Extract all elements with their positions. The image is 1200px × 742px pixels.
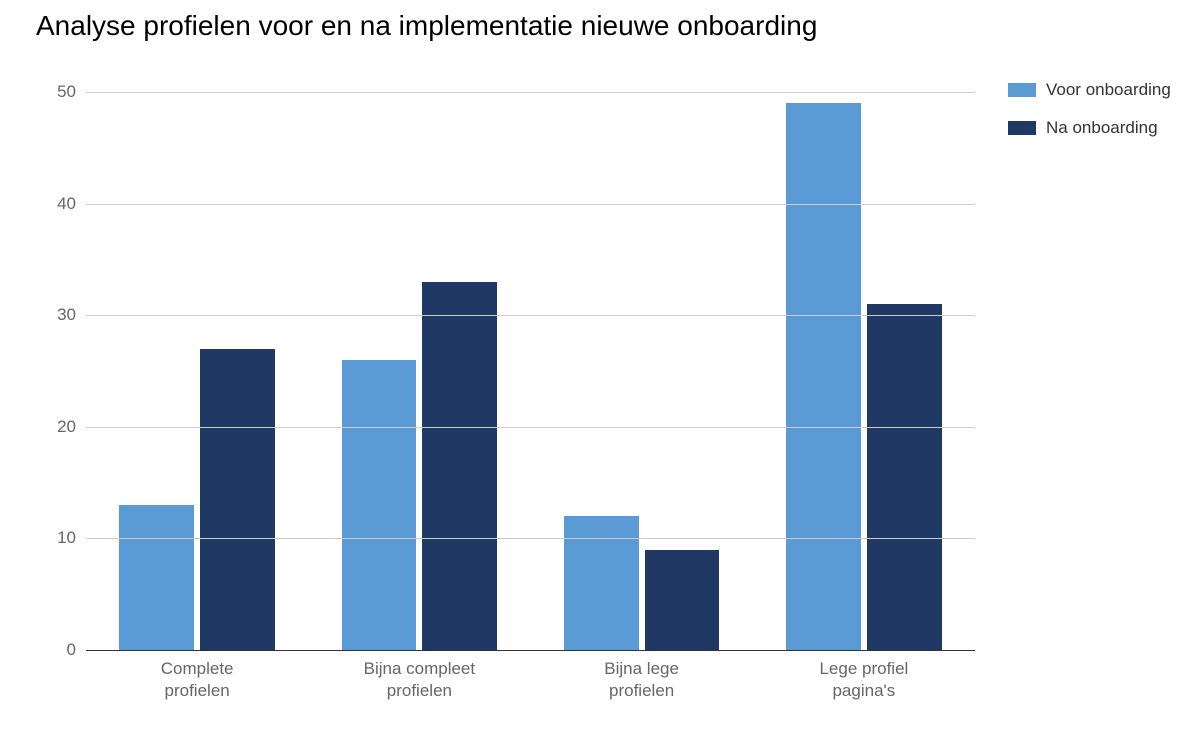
x-tick-label: Bijna legeprofielen <box>531 658 753 702</box>
bar <box>564 516 639 650</box>
legend-label: Voor onboarding <box>1046 80 1171 100</box>
grid-line <box>86 315 975 316</box>
y-tick-label: 40 <box>36 194 76 214</box>
legend: Voor onboarding Na onboarding <box>1008 80 1171 156</box>
grid-line <box>86 427 975 428</box>
bar <box>786 103 861 650</box>
legend-label: Na onboarding <box>1046 118 1158 138</box>
x-tick-label: Completeprofielen <box>86 658 308 702</box>
bar <box>119 505 194 650</box>
bar <box>200 349 275 650</box>
y-tick-label: 30 <box>36 305 76 325</box>
y-tick-label: 10 <box>36 528 76 548</box>
bar <box>342 360 417 650</box>
grid-line <box>86 204 975 205</box>
x-tick-label: Lege profielpagina's <box>753 658 975 702</box>
bar <box>645 550 720 650</box>
x-tick-label: Bijna compleetprofielen <box>308 658 530 702</box>
bars-layer <box>86 70 975 650</box>
y-tick-label: 0 <box>36 640 76 660</box>
chart-title: Analyse profielen voor en na implementat… <box>36 10 817 42</box>
y-tick-label: 50 <box>36 82 76 102</box>
legend-item: Na onboarding <box>1008 118 1171 138</box>
legend-swatch <box>1008 121 1036 135</box>
chart-container: Analyse profielen voor en na implementat… <box>0 0 1200 742</box>
grid-line <box>86 650 975 651</box>
plot-area: 01020304050CompleteprofielenBijna comple… <box>86 70 975 650</box>
y-tick-label: 20 <box>36 417 76 437</box>
bar <box>422 282 497 650</box>
legend-item: Voor onboarding <box>1008 80 1171 100</box>
grid-line <box>86 92 975 93</box>
bar <box>867 304 942 650</box>
legend-swatch <box>1008 83 1036 97</box>
grid-line <box>86 538 975 539</box>
